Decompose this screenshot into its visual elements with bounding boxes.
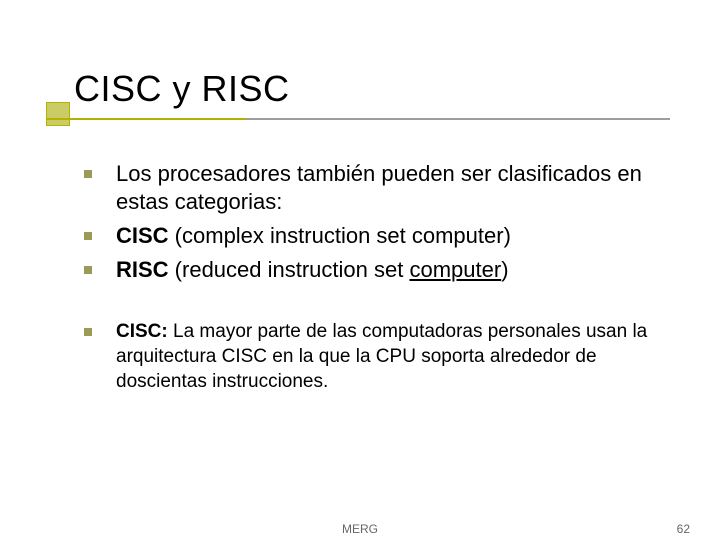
title-underline (46, 118, 670, 120)
bullet-rest: (reduced instruction set (169, 257, 410, 282)
title-block: CISC y RISC (48, 68, 290, 110)
bullet-square-icon (84, 266, 92, 274)
footer-page-number: 62 (677, 522, 690, 536)
list-item: Los procesadores también pueden ser clas… (80, 160, 660, 216)
list-item: RISC (reduced instruction set computer) (80, 256, 660, 284)
bullet-bold: CISC: (116, 321, 168, 342)
bullet-tail: ) (501, 257, 508, 282)
list-item: CISC: La mayor parte de las computadoras… (80, 319, 660, 394)
bullet-text: Los procesadores también pueden ser clas… (116, 161, 642, 214)
footer-center: MERG (342, 522, 378, 536)
bullet-rest: La mayor parte de las computadoras perso… (116, 321, 647, 392)
underline-accent (46, 118, 246, 120)
list-gap (80, 291, 660, 313)
bullet-rest: (complex instruction set computer) (169, 223, 511, 248)
bullet-square-icon (84, 232, 92, 240)
title-accent-icon (46, 102, 70, 126)
bullet-bold: CISC (116, 223, 169, 248)
bullet-square-icon (84, 170, 92, 178)
underline-gray (246, 118, 670, 120)
slide: CISC y RISC Los procesadores también pue… (0, 0, 720, 540)
slide-title: CISC y RISC (48, 68, 290, 110)
bullet-link: computer (409, 257, 501, 282)
bullet-square-icon (84, 328, 92, 336)
bullet-bold: RISC (116, 257, 169, 282)
bullet-list: Los procesadores también pueden ser clas… (80, 160, 660, 394)
list-item: CISC (complex instruction set computer) (80, 222, 660, 250)
slide-body: Los procesadores también pueden ser clas… (80, 160, 660, 400)
